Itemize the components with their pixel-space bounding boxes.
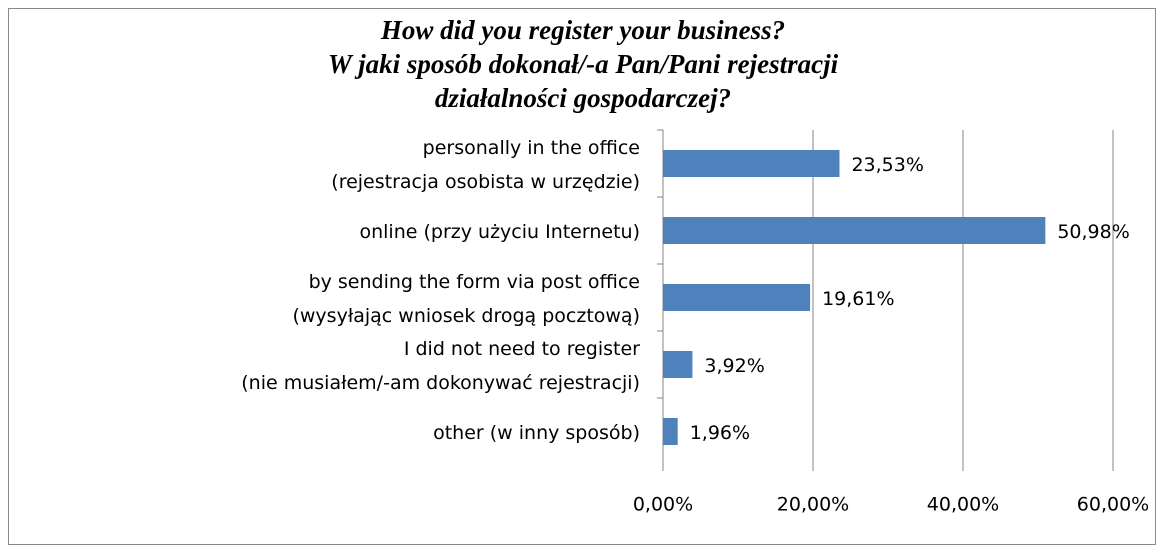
x-tick-label: 60,00% [1077,494,1149,516]
y-tick-label: (wysyłając wniosek drogą pocztową) [292,305,640,327]
value-label: 19,61% [822,288,894,310]
y-tick-label: (rejestracja osobista w urzędzie) [331,171,640,193]
y-tick-label: by sending the form via post office [309,271,640,293]
y-tick-label: online (przy użyciu Internetu) [359,221,640,243]
chart-title: działalności gospodarczej? [435,83,731,113]
bar [663,217,1046,244]
y-tick-label: personally in the office [423,137,640,159]
bar [663,351,693,378]
bar [663,418,678,445]
value-label: 1,96% [690,422,750,444]
y-tick-label: other (w inny sposób) [433,422,640,444]
x-tick-label: 20,00% [777,494,849,516]
chart-title: W jaki sposób dokonał/-a Pan/Pani rejest… [328,49,839,79]
y-tick-label: (nie musiałem/-am dokonywać rejestracji) [241,372,640,394]
chart-border [8,8,1156,545]
chart-title: How did you register your business? [380,15,785,45]
bar [663,284,811,311]
value-label: 23,53% [851,154,923,176]
value-label: 50,98% [1057,221,1129,243]
value-label: 3,92% [704,355,764,377]
y-tick-label: I did not need to register [404,338,640,360]
bar [663,150,840,177]
x-tick-label: 40,00% [927,494,999,516]
x-tick-label: 0,00% [633,494,693,516]
